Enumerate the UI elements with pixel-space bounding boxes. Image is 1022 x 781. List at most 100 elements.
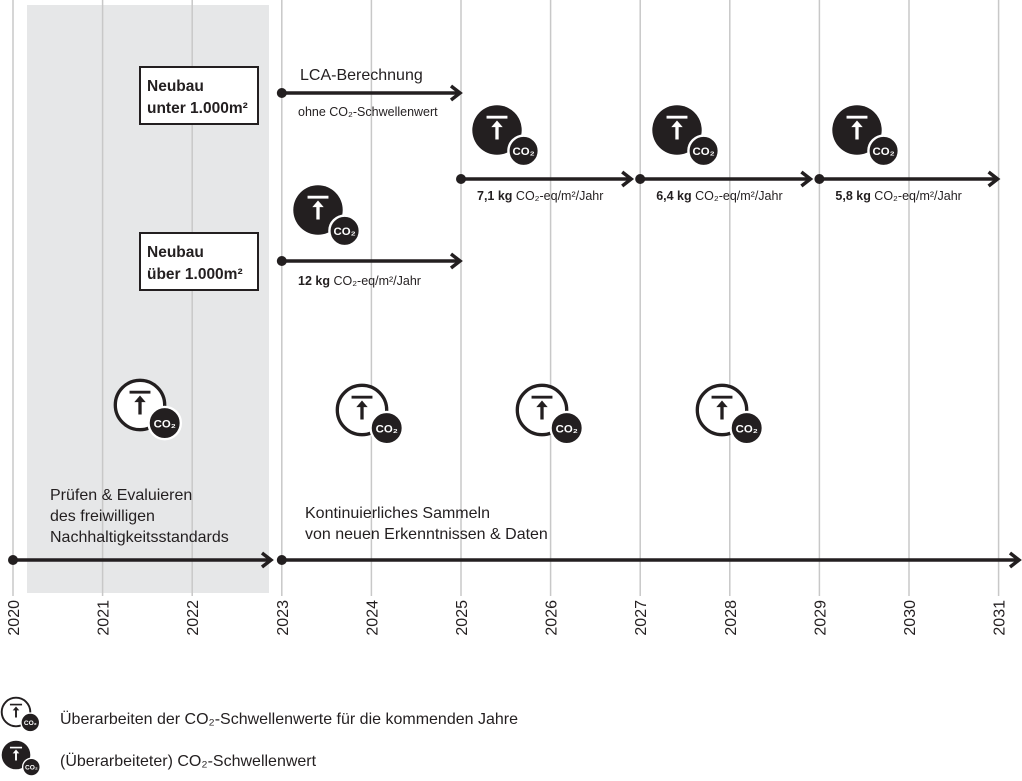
icon-bar [307,195,329,199]
box-label: Neubau [147,78,204,95]
threshold-value: 7,1 kg CO₂-eq/m²/Jahr [477,189,603,203]
co2-badge [549,410,585,446]
threshold-value: 6,4 kg CO₂-eq/m²/Jahr [656,189,782,203]
value-bold: 7,1 kg [477,189,512,203]
box-label: Neubau [147,244,204,261]
phase-label: Prüfen & Evaluieren [50,487,192,504]
co2-badge [21,757,41,777]
threshold-arrow [635,170,814,188]
icon-arrowhead [134,395,146,403]
icon-bar [129,390,151,394]
co2-badge [147,405,183,441]
building-category-box: Neubau über 1.000m² [139,232,259,291]
collect-label: von neuen Erkenntnissen & Daten [305,526,548,543]
box-label: unter 1.000m² [147,100,248,117]
year-label: 2031 [992,600,1009,636]
co2-text: CO₂ [556,423,578,435]
year-label: 2022 [185,600,202,636]
box-frame [139,232,259,291]
icon-arrowhead [312,200,324,208]
icon-bar [666,115,688,119]
icon-arrowhead [356,400,368,408]
threshold-arrow [456,170,635,188]
threshold-icon: CO₂ [293,185,361,248]
arrow-head [621,170,635,188]
co2-text: CO₂ [154,418,176,430]
icon-arrowhead [851,120,863,128]
arrow-head [987,170,1001,188]
co2-badge [729,410,765,446]
co2-badge [369,410,405,446]
revise-threshold-icon: CO₂ [335,383,405,446]
icon-bar [9,746,23,749]
lca-arrow [276,84,463,102]
value-unit: CO₂-eq/m²/Jahr [871,189,962,203]
value-bold: 12 kg [298,274,330,288]
year-label: 2025 [454,600,471,636]
co2-text: CO₂ [513,146,535,158]
co2-text: CO₂ [693,146,715,158]
phase-label: des freiwilligen [50,508,155,525]
value-unit: CO₂-eq/m²/Jahr [692,189,783,203]
year-label: 2024 [364,600,381,636]
value-unit: CO₂-eq/m²/Jahr [512,189,603,203]
year-label: 2028 [723,600,740,636]
building-category-box: Neubau unter 1.000m² [139,66,259,125]
threshold-icon: CO₂ [832,105,900,168]
co2-badge [328,214,361,248]
value-bold: 5,8 kg [835,189,870,203]
icon-arrowhead [491,120,503,128]
threshold-arrow [276,252,463,270]
collection-arrow [276,551,1022,569]
co2-badge [687,134,720,168]
year-label: 2029 [812,600,829,636]
icon-arrowhead [12,749,20,754]
box-label: über 1.000m² [147,266,243,283]
co2-text: CO₂ [873,146,895,158]
arrow-head [1008,551,1022,569]
lca-title: LCA-Berechnung [300,67,423,84]
icon-arrowhead [536,400,548,408]
year-label: 2027 [633,600,650,636]
icon-bar [846,115,868,119]
legend-label: (Überarbeiteter) CO₂-Schwellenwert [60,752,317,770]
arrow-head [800,170,814,188]
icon-arrowhead [716,400,728,408]
phase-label: Nachhaltigkeitsstandards [50,529,229,546]
threshold-icon: CO₂ [1,740,41,777]
year-label: 2021 [96,600,113,636]
threshold-value: 5,8 kg CO₂-eq/m²/Jahr [835,189,961,203]
icon-bar [486,115,508,119]
co2-text: CO₂ [24,720,37,727]
threshold-value: 12 kg CO₂-eq/m²/Jahr [298,274,421,288]
arrow-head [260,551,274,569]
co2-text: CO₂ [736,423,758,435]
threshold-icon: CO₂ [652,105,720,168]
icon-bar [531,395,553,399]
collect-label: Kontinuierliches Sammeln [305,505,490,522]
evaluation-arrow [8,551,274,569]
icon-bar [9,703,23,706]
co2-text: CO₂ [376,423,398,435]
icon-bar [711,395,733,399]
legend-label: Überarbeiten der CO₂-Schwellenwerte für … [60,710,518,728]
year-label: 2020 [6,600,23,636]
revise-threshold-icon: CO₂ [0,696,41,733]
co2-badge [867,134,900,168]
year-label: 2023 [275,600,292,636]
arrow-head [449,84,463,102]
co2-badge [20,712,41,733]
value-unit: CO₂-eq/m²/Jahr [330,274,421,288]
icon-bar [351,395,373,399]
threshold-arrow [814,170,1001,188]
lca-subtitle: ohne CO₂-Schwellenwert [298,105,438,119]
icon-arrowhead [12,706,20,711]
box-frame [139,66,259,125]
year-label: 2026 [544,600,561,636]
co2-badge [507,134,540,168]
co2-text: CO₂ [25,765,38,772]
revise-threshold-icon: CO₂ [695,383,765,446]
icon-arrowhead [671,120,683,128]
arrow-head [449,252,463,270]
